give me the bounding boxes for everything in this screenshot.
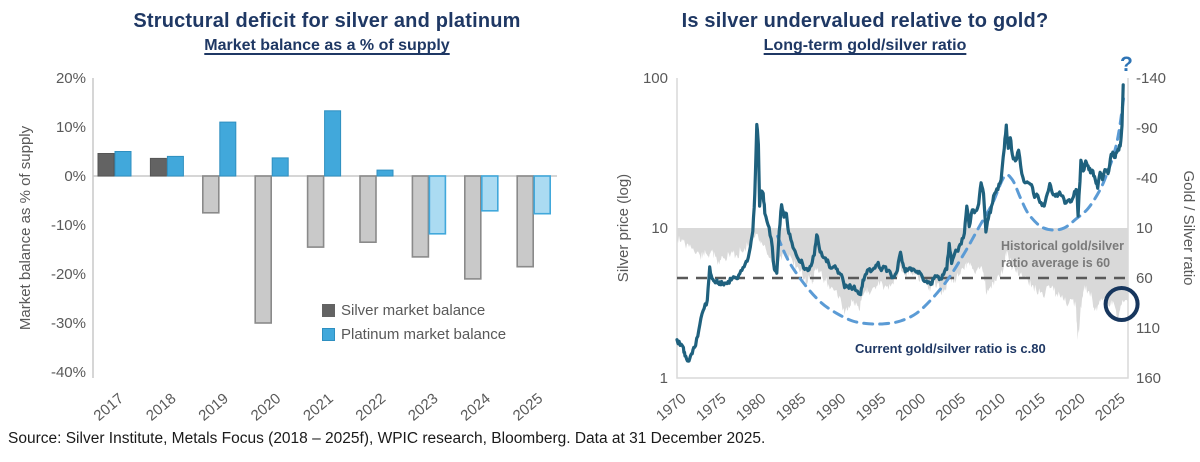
left-chart-x-tick-label: 2023	[405, 390, 441, 424]
left-chart-y-tick-label: -10%	[51, 217, 86, 234]
left-chart-x-tick-label: 2019	[195, 390, 231, 424]
bar-silver-2020	[254, 175, 272, 324]
bar-silver-2022	[359, 175, 377, 243]
silver-price-line	[675, 83, 1125, 363]
left-chart-y-tick-label: -40%	[51, 364, 86, 381]
left-chart-x-tick-label: 2024	[457, 390, 493, 424]
bar-silver-2018	[149, 157, 167, 177]
right-chart-right-axis-title: Gold / Silver ratio	[1180, 170, 1197, 285]
left-chart-legend: Silver market balance Platinum market ba…	[322, 302, 506, 343]
left-chart-y-tick-label: -30%	[51, 315, 86, 332]
right-chart-subtitle: Long-term gold/silver ratio	[600, 37, 1130, 55]
bar-silver-2019	[202, 175, 220, 214]
right-chart-x-tick-label: 2020	[1052, 390, 1088, 424]
bar-platinum-2017	[114, 151, 132, 177]
platinum-legend-swatch	[322, 328, 335, 341]
legend-row-platinum: Platinum market balance	[322, 326, 506, 343]
right-chart-x-tick-label: 1975	[693, 390, 729, 424]
left-chart-x-tick-label: 2021	[300, 390, 336, 424]
right-chart-x-tick-label: 2000	[893, 390, 929, 424]
right-chart-right-tick-label: 110	[1136, 320, 1160, 337]
right-chart-plot-border	[676, 78, 1129, 379]
left-chart-title: Structural deficit for silver and platin…	[133, 10, 521, 32]
right-chart-x-tick-label: 1980	[733, 390, 769, 424]
right-chart-x-tick-label: 1985	[773, 390, 809, 424]
bar-platinum-2023	[428, 175, 447, 235]
cycle-annotation-dashed-curve	[776, 93, 1126, 326]
left-chart-y-tick-label: 20%	[56, 70, 86, 87]
left-chart-x-tick-label: 2025	[510, 390, 546, 424]
right-chart-x-tick-label: 2015	[1012, 390, 1048, 424]
historical-ratio-annotation-line1: Historical gold/silver	[1001, 239, 1124, 253]
left-chart-y-axis-title: Market balance as % of supply	[17, 125, 34, 330]
bar-platinum-2020	[271, 157, 289, 177]
right-chart-x-tick-label: 2010	[972, 390, 1008, 424]
left-chart-x-tick-label: 2018	[143, 390, 179, 424]
right-chart-x-tick-label: 2025	[1092, 390, 1128, 424]
bar-silver-2025	[516, 175, 535, 268]
bar-silver-2024	[463, 175, 482, 280]
legend-row-silver: Silver market balance	[322, 302, 506, 319]
right-chart-left-tick-label: 10	[651, 220, 668, 237]
bar-silver-2017	[97, 153, 115, 177]
right-chart-right-tick-label: 10	[1136, 220, 1153, 237]
bar-platinum-2025	[533, 175, 552, 215]
left-chart-x-tick-label: 2017	[91, 390, 127, 424]
right-chart-x-tick-label: 2005	[932, 390, 968, 424]
bar-silver-2021	[306, 175, 325, 248]
left-chart-y-tick-label: -20%	[51, 266, 86, 283]
right-chart-right-tick-label: 160	[1136, 370, 1161, 387]
historical-ratio-annotation-line2: ratio average is 60	[1001, 255, 1111, 270]
platinum-legend-label: Platinum market balance	[341, 326, 507, 343]
historical-ratio-annotation: Historical gold/silver ratio average is …	[1001, 238, 1161, 272]
left-chart-y-tick-label: 10%	[56, 119, 86, 136]
bar-platinum-2019	[219, 121, 237, 177]
right-chart-x-tick-label: 1990	[813, 390, 849, 424]
right-chart-right-tick-label: 60	[1136, 270, 1153, 287]
bar-platinum-2024	[480, 175, 499, 212]
right-chart-right-tick-label: -90	[1136, 120, 1158, 137]
bar-silver-2023	[411, 175, 430, 258]
silver-legend-swatch	[322, 304, 335, 317]
left-chart-subtitle-text: Market balance as a % of supply	[204, 37, 450, 54]
right-chart-x-tick-label: 1970	[653, 390, 689, 424]
gold-silver-ratio-area	[677, 228, 1128, 340]
right-chart-left-tick-label: 1	[660, 370, 668, 387]
right-chart-right-tick-label: -40	[1136, 170, 1158, 187]
bar-platinum-2022	[376, 169, 394, 177]
left-chart-y-tick-label: 0%	[64, 168, 86, 185]
current-ratio-annotation: Current gold/silver ratio is c.80	[855, 341, 1046, 356]
current-ratio-highlight-circle	[1103, 286, 1140, 322]
right-chart-right-tick-label: -140	[1136, 70, 1166, 87]
silver-legend-label: Silver market balance	[341, 302, 486, 319]
left-chart-x-tick-label: 2020	[248, 390, 284, 424]
question-mark-annotation: ?	[1120, 53, 1133, 76]
source-note: Source: Silver Institute, Metals Focus (…	[8, 430, 766, 447]
left-chart-x-tick-label: 2022	[353, 390, 389, 424]
right-chart-left-tick-label: 100	[643, 70, 668, 87]
right-chart-x-tick-label: 1995	[853, 390, 889, 424]
right-chart-left-axis-title: Silver price (log)	[615, 174, 632, 282]
right-chart-title: Is silver undervalued relative to gold?	[681, 10, 1049, 32]
bar-platinum-2021	[324, 110, 342, 177]
bar-platinum-2018	[166, 155, 184, 177]
left-chart-subtitle: Market balance as a % of supply	[57, 37, 597, 55]
right-chart-subtitle-text: Long-term gold/silver ratio	[763, 37, 967, 54]
